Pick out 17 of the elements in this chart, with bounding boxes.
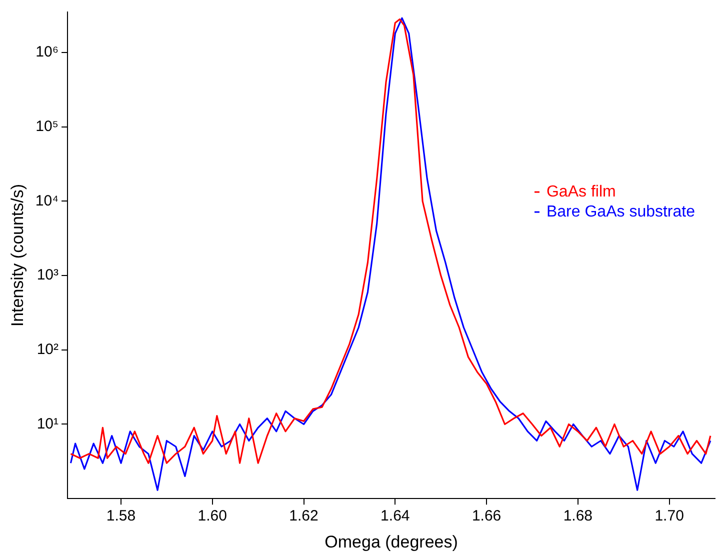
- legend-label: Bare GaAs substrate: [546, 203, 696, 220]
- x-tick-label: 1.60: [198, 508, 227, 525]
- x-tick-label: 1.70: [654, 508, 684, 525]
- y-axis-title: Intensity (counts/s): [8, 184, 27, 327]
- y-tick-label: 10³: [36, 266, 59, 284]
- y-tick-label: 10⁵: [36, 118, 59, 135]
- y-tick-label: 10⁴: [35, 192, 59, 210]
- x-tick-label: 1.58: [106, 508, 136, 525]
- legend-label: GaAs film: [546, 183, 616, 200]
- x-tick-label: 1.64: [380, 508, 410, 525]
- y-tick-label: 10⁶: [36, 44, 59, 61]
- x-tick-label: 1.68: [563, 508, 593, 525]
- y-tick-label: 10²: [36, 341, 59, 358]
- x-tick-label: 1.62: [289, 508, 318, 525]
- x-axis-title: Omega (degrees): [324, 532, 458, 552]
- y-tick-label: 10¹: [36, 415, 59, 432]
- x-tick-label: 1.66: [472, 508, 502, 525]
